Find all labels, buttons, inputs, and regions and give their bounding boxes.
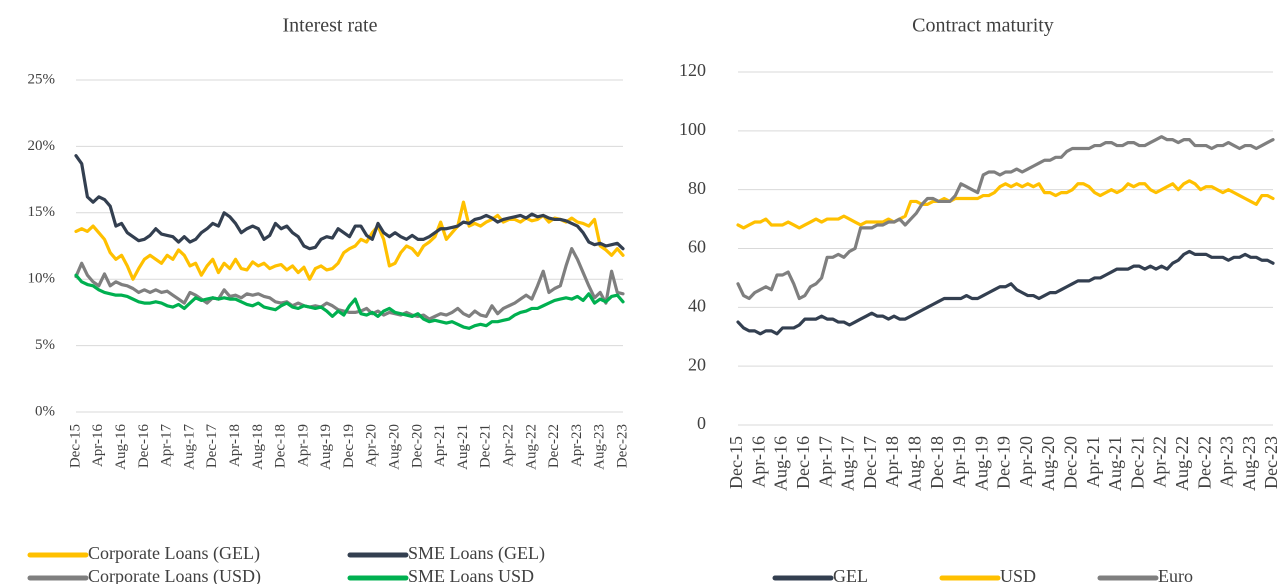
x-tick-label: Aug-16 — [113, 424, 129, 470]
series-line — [74, 247, 625, 321]
x-tick-label: Dec-20 — [1061, 436, 1081, 489]
x-tick-label: Aug-19 — [971, 436, 991, 491]
x-tick-label: Aug-16 — [771, 436, 791, 491]
x-tick-label: Apr-20 — [364, 424, 380, 467]
x-tick-label: Dec-19 — [994, 436, 1014, 489]
series-line — [74, 154, 625, 251]
y-tick-label: 5% — [35, 337, 55, 353]
x-tick-label: Dec-23 — [1261, 436, 1281, 489]
legend-label: Corporate Loans (USD) — [88, 566, 261, 584]
x-tick-label: Dec-17 — [204, 424, 220, 469]
x-tick-label: Apr-21 — [1083, 436, 1103, 488]
y-tick-label: 120 — [679, 60, 706, 80]
y-tick-label: 80 — [688, 178, 706, 198]
x-tick-label: Apr-23 — [1217, 436, 1237, 488]
y-tick-label: 40 — [688, 295, 706, 315]
y-tick-label: 25% — [28, 71, 56, 87]
x-tick-label: Aug-17 — [181, 424, 197, 470]
chart-title: Interest rate — [283, 15, 378, 37]
x-tick-label: Dec-16 — [793, 436, 813, 489]
x-tick-label: Apr-20 — [1016, 436, 1036, 488]
chart-title: Contract maturity — [912, 15, 1054, 37]
x-tick-label: Dec-19 — [341, 424, 357, 468]
x-tick-label: Dec-20 — [409, 424, 425, 468]
x-tick-label: Aug-23 — [592, 424, 608, 470]
x-tick-label: Dec-21 — [1127, 436, 1147, 489]
x-tick-label: Aug-21 — [1105, 436, 1125, 491]
x-tick-label: Apr-19 — [295, 424, 311, 467]
x-tick-label: Dec-21 — [478, 424, 494, 468]
x-tick-label: Aug-17 — [838, 436, 858, 491]
y-tick-label: 60 — [688, 237, 706, 257]
y-tick-label: 0% — [35, 403, 55, 419]
y-tick-label: 0 — [697, 413, 706, 433]
y-tick-label: 20 — [688, 354, 706, 374]
x-tick-label: Apr-18 — [227, 424, 243, 467]
x-tick-label: Aug-20 — [387, 424, 403, 470]
x-tick-label: Apr-18 — [882, 436, 902, 488]
x-tick-label: Apr-22 — [1150, 436, 1170, 488]
x-tick-label: Aug-18 — [904, 436, 924, 491]
x-tick-label: Dec-23 — [614, 424, 630, 468]
y-tick-label: 20% — [28, 138, 56, 154]
series-line — [736, 179, 1275, 230]
x-tick-label: Dec-16 — [136, 424, 152, 469]
x-tick-label: Aug-22 — [523, 424, 539, 470]
y-tick-label: 100 — [679, 119, 706, 139]
series-line — [74, 200, 625, 281]
x-tick-label: Dec-22 — [546, 424, 562, 468]
x-tick-label: Aug-23 — [1239, 436, 1259, 491]
x-tick-label: Aug-19 — [318, 424, 334, 470]
legend-label: USD — [1000, 566, 1036, 584]
x-tick-label: Aug-22 — [1172, 436, 1192, 491]
legend-label: SME Loans (GEL) — [408, 543, 545, 564]
x-tick-label: Dec-15 — [726, 436, 746, 489]
x-tick-label: Dec-18 — [273, 424, 289, 468]
x-tick-label: Dec-15 — [67, 424, 83, 468]
y-tick-label: 10% — [28, 271, 56, 287]
x-tick-label: Apr-16 — [748, 436, 768, 488]
legend-label: GEL — [833, 566, 868, 584]
series-line — [736, 249, 1275, 336]
legend-label: SME Loans USD — [408, 566, 534, 584]
x-tick-label: Apr-22 — [500, 424, 516, 467]
x-tick-label: Apr-21 — [432, 424, 448, 467]
x-tick-label: Aug-20 — [1038, 436, 1058, 491]
series-line — [736, 135, 1275, 301]
y-tick-label: 15% — [28, 204, 56, 220]
x-tick-label: Apr-16 — [90, 424, 106, 468]
legend-label: Corporate Loans (GEL) — [88, 543, 260, 564]
x-tick-label: Apr-23 — [569, 424, 585, 467]
x-tick-label: Aug-21 — [455, 424, 471, 470]
x-tick-label: Dec-17 — [860, 436, 880, 489]
x-tick-label: Apr-19 — [949, 436, 969, 488]
legend-label: Euro — [1158, 566, 1193, 584]
x-tick-label: Apr-17 — [815, 436, 835, 488]
x-tick-label: Dec-18 — [927, 436, 947, 489]
x-tick-label: Aug-18 — [250, 424, 266, 470]
series-line — [74, 273, 625, 330]
x-tick-label: Dec-22 — [1194, 436, 1214, 489]
x-tick-label: Apr-17 — [159, 424, 175, 468]
